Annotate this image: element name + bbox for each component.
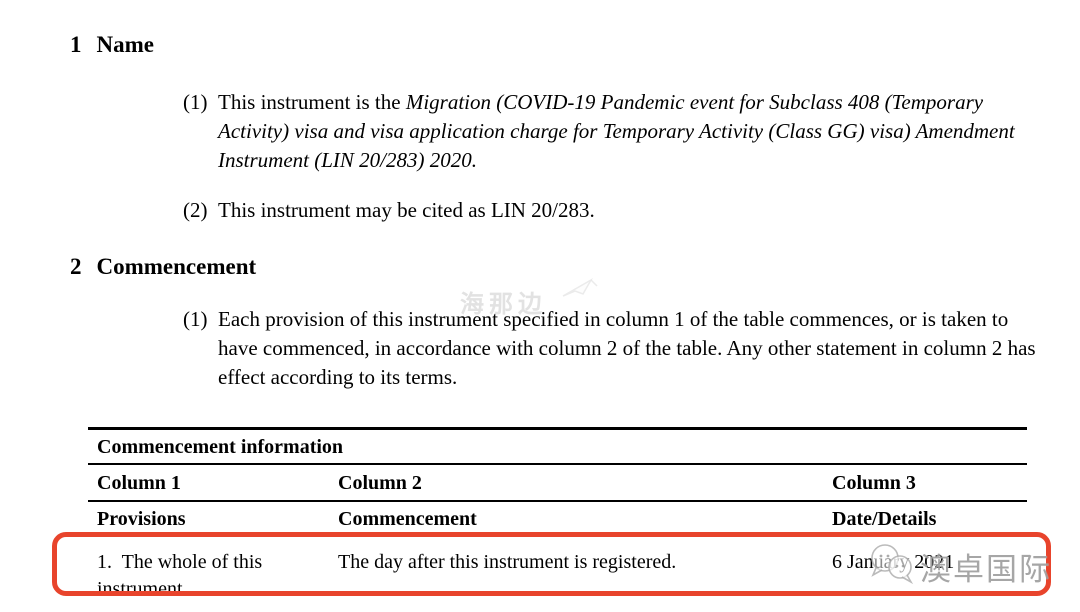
table-column-header-row: Column 1 Column 2 Column 3 (88, 465, 1027, 502)
paragraph-number: (2) (183, 198, 208, 222)
paragraph-text: This instrument is the Migration (COVID-… (218, 88, 1042, 175)
section-1-heading: 1 Name (70, 32, 154, 58)
paragraph-text: Each provision of this instrument specif… (218, 307, 1036, 389)
row-date-cell: 6 January 2021 (832, 551, 955, 573)
section-1-paragraph-2: (2) This instrument may be cited as LIN … (183, 196, 1042, 225)
table-caption: Commencement information (88, 430, 1027, 465)
column-3-header: Column 3 (832, 472, 916, 494)
commencement-header: Commencement (338, 508, 477, 530)
provisions-header: Provisions (97, 508, 186, 530)
paragraph-text: This instrument may be cited as LIN 20/2… (218, 198, 595, 222)
section-1-paragraph-1: (1) This instrument is the Migration (CO… (183, 88, 1042, 175)
row-commencement-cell: The day after this instrument is registe… (338, 551, 677, 573)
section-1-number: 1 (70, 32, 82, 57)
paragraph-text-prefix: This instrument is the (218, 90, 406, 114)
table-subheader-row: Provisions Commencement Date/Details (88, 502, 1027, 537)
paragraph-number: (1) (183, 307, 208, 331)
commencement-table: Commencement information Column 1 Column… (88, 427, 1027, 612)
column-2-header: Column 2 (338, 472, 422, 494)
section-1-title: Name (96, 32, 154, 57)
section-2-heading: 2 Commencement (70, 254, 256, 280)
paragraph-number: (1) (183, 90, 208, 114)
table-row: 1. The whole of this instrument The day … (88, 537, 1027, 612)
instrument-title-italic: Migration (COVID-19 Pandemic event for S… (218, 90, 1015, 172)
section-2-paragraph-1: (1) Each provision of this instrument sp… (183, 305, 1042, 392)
row-provisions-cell: 1. The whole of this instrument (97, 551, 263, 600)
section-2-title: Commencement (96, 254, 257, 279)
date-details-header: Date/Details (832, 508, 937, 530)
column-1-header: Column 1 (97, 472, 181, 494)
section-2-number: 2 (70, 254, 82, 279)
